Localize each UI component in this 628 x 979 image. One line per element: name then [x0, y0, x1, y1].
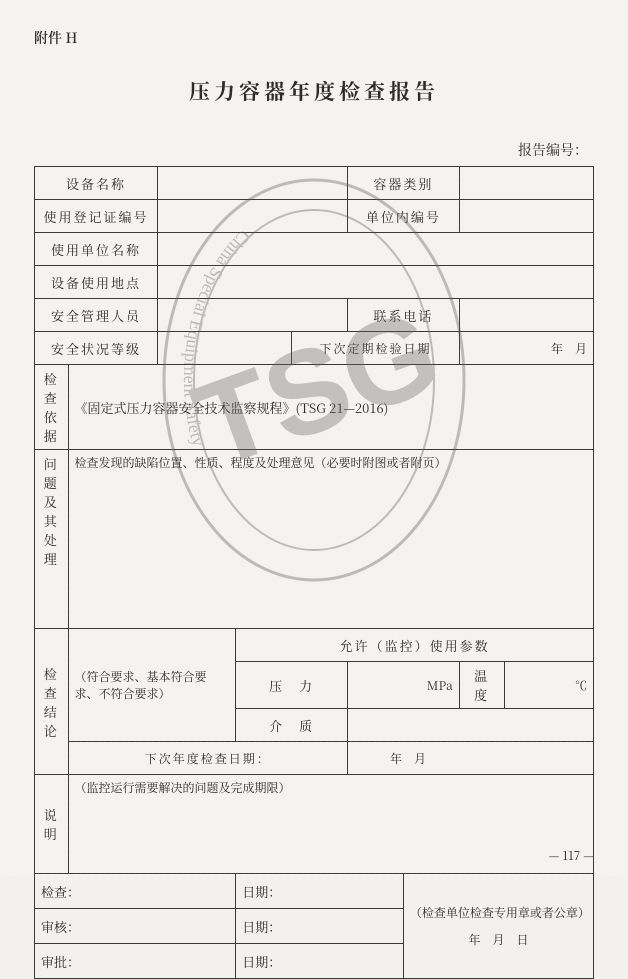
field-medium[interactable]: [348, 709, 594, 742]
unit-celsius: ℃: [575, 677, 587, 694]
label-temperature: 温 度: [459, 662, 504, 709]
field-user-unit-name[interactable]: [157, 233, 593, 266]
field-internal-no[interactable]: [459, 200, 593, 233]
seal-date: 年 月 日: [410, 931, 587, 948]
label-reg-cert-no: 使用登记证编号: [35, 200, 158, 233]
label-internal-no: 单位内编号: [348, 200, 460, 233]
seal-cell: （检查单位检查专用章或者公章） 年 月 日: [403, 874, 593, 979]
field-device-name[interactable]: [157, 167, 347, 200]
label-conclusion: 检查 结论: [35, 629, 69, 775]
label-user-unit-name: 使用单位名称: [35, 233, 158, 266]
seal-note: （检查单位检查专用章或者公章）: [410, 904, 587, 921]
field-temperature[interactable]: ℃: [504, 662, 594, 709]
field-next-periodic-date[interactable]: 年 月: [459, 332, 593, 365]
explain-header-text: （监控运行需要解决的问题及完成期限）: [75, 779, 291, 796]
field-explain[interactable]: （监控运行需要解决的问题及完成期限）: [68, 775, 593, 874]
field-next-annual-date[interactable]: 年 月: [348, 742, 594, 775]
label-check-date[interactable]: 日期：: [236, 874, 404, 909]
label-approve-by[interactable]: 审批：: [35, 944, 236, 979]
label-explain: 说明: [35, 775, 69, 874]
unit-year-month: 年 月: [551, 340, 587, 357]
field-pressure[interactable]: MPa: [348, 662, 460, 709]
label-safety-grade: 安全状况等级: [35, 332, 158, 365]
label-review-by[interactable]: 审核：: [35, 909, 236, 944]
field-vessel-category[interactable]: [459, 167, 593, 200]
unit-mpa: MPa: [427, 677, 453, 694]
page-number: — 117 —: [549, 847, 594, 864]
field-basis-text: 《固定式压力容器安全技术监察规程》(TSG 21—2016): [68, 365, 593, 450]
label-check-by[interactable]: 检查：: [35, 874, 236, 909]
label-medium: 介 质: [236, 709, 348, 742]
label-next-periodic-date: 下次定期检验日期: [292, 332, 460, 365]
label-device-location: 设备使用地点: [35, 266, 158, 299]
report-number-label: 报告编号：: [34, 140, 594, 160]
field-device-location[interactable]: [157, 266, 593, 299]
label-next-annual-date: 下次年度检查日期：: [68, 742, 347, 775]
label-approve-date[interactable]: 日期：: [236, 944, 404, 979]
label-issues: 问题 及其 处理: [35, 450, 69, 629]
label-review-date[interactable]: 日期：: [236, 909, 404, 944]
label-allowed-params: 允许（监控）使用参数: [236, 629, 594, 662]
attachment-label: 附件 H: [34, 28, 594, 48]
label-basis: 检查 依据: [35, 365, 69, 450]
label-vessel-category: 容器类别: [348, 167, 460, 200]
unit-year-month-2: 年 月: [354, 750, 426, 767]
label-pressure: 压 力: [236, 662, 348, 709]
field-issues[interactable]: 检查发现的缺陷位置、性质、程度及处理意见（必要时附图或者附页）: [68, 450, 593, 629]
field-safety-grade[interactable]: [157, 332, 291, 365]
inspection-form-table: 设备名称 容器类别 使用登记证编号 单位内编号 使用单位名称 设备使用地点 安全…: [34, 166, 594, 979]
label-safety-manager: 安全管理人员: [35, 299, 158, 332]
field-safety-manager[interactable]: [157, 299, 347, 332]
report-title: 压力容器年度检查报告: [34, 76, 594, 106]
field-reg-cert-no[interactable]: [157, 200, 347, 233]
page-container: China Special Equipment Safety TSG 附件 H …: [0, 0, 628, 876]
field-phone[interactable]: [459, 299, 593, 332]
label-phone: 联系电话: [348, 299, 460, 332]
issues-header-text: 检查发现的缺陷位置、性质、程度及处理意见（必要时附图或者附页）: [75, 454, 587, 471]
label-device-name: 设备名称: [35, 167, 158, 200]
conclusion-note: （符合要求、基本符合要求、不符合要求）: [68, 629, 236, 742]
